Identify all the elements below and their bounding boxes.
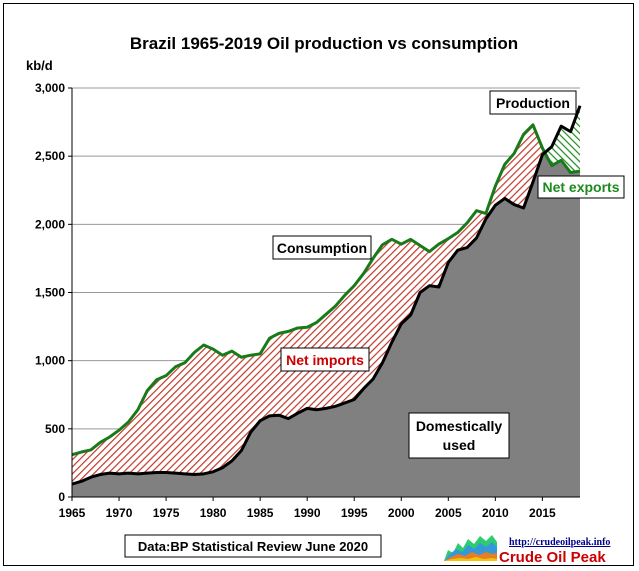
x-tick-label: 1965 bbox=[59, 506, 86, 520]
y-tick-label: 0 bbox=[58, 490, 65, 504]
crude-oil-peak-logo[interactable]: http://crudeoilpeak.info Crude Oil Peak bbox=[444, 535, 610, 566]
domestic-label-line1: Domestically bbox=[416, 418, 503, 434]
x-tick-label: 1975 bbox=[153, 506, 180, 520]
x-tick-label: 1980 bbox=[200, 506, 227, 520]
x-tick-label: 1970 bbox=[106, 506, 133, 520]
series-lines bbox=[71, 105, 582, 486]
x-tick-labels: 1965 1970 1975 1980 1985 1990 1995 2000 2005 2010… bbox=[59, 497, 556, 520]
logo-url[interactable]: http://crudeoilpeak.info bbox=[509, 537, 610, 548]
source-note-text: Data:BP Statistical Review June 2020 bbox=[138, 539, 368, 554]
net-exports-area bbox=[544, 105, 580, 173]
x-tick-label: 2000 bbox=[388, 506, 415, 520]
x-tick-label: 2005 bbox=[435, 506, 462, 520]
oil-chart: Brazil 1965-2019 Oil production vs consu… bbox=[26, 34, 625, 566]
production-label: Production bbox=[489, 90, 577, 115]
y-tick-label: 1,500 bbox=[35, 286, 65, 300]
net-exports-label: Net exports bbox=[537, 175, 625, 199]
consumption-line bbox=[71, 123, 581, 457]
plot-areas bbox=[72, 105, 580, 497]
logo-graphic-icon bbox=[444, 535, 497, 561]
y-tick-label: 500 bbox=[45, 422, 65, 436]
chart-frame: Brazil 1965-2019 Oil production vs consu… bbox=[3, 3, 634, 566]
y-tick-label: 3,000 bbox=[35, 81, 65, 95]
y-axis-unit: kb/d bbox=[26, 58, 53, 73]
x-tick-label: 1990 bbox=[294, 506, 321, 520]
logo-name: Crude Oil Peak bbox=[499, 549, 606, 566]
net-exports-label-text: Net exports bbox=[542, 179, 619, 195]
y-tick-label: 1,000 bbox=[35, 354, 65, 368]
chart-title: Brazil 1965-2019 Oil production vs consu… bbox=[130, 34, 518, 53]
domestic-label: Domestically used bbox=[408, 412, 510, 459]
y-tick-label: 2,500 bbox=[35, 149, 65, 163]
source-note: Data:BP Statistical Review June 2020 bbox=[124, 534, 382, 558]
production-line bbox=[71, 105, 582, 486]
y-tick-label: 2,000 bbox=[35, 217, 65, 231]
domestic-area bbox=[72, 152, 580, 497]
net-imports-label: Net imports bbox=[280, 347, 370, 372]
x-tick-label: 1985 bbox=[247, 506, 274, 520]
net-imports-area bbox=[72, 105, 580, 485]
domestic-label-line2: used bbox=[443, 437, 476, 453]
production-label-text: Production bbox=[496, 95, 570, 111]
x-tick-label: 2010 bbox=[482, 506, 509, 520]
y-tick-labels: 0 500 1,000 1,500 2,000 2,500 3,000 bbox=[35, 81, 72, 504]
consumption-label: Consumption bbox=[272, 235, 372, 260]
x-tick-label: 1995 bbox=[341, 506, 368, 520]
x-tick-label: 2015 bbox=[529, 506, 556, 520]
consumption-label-text: Consumption bbox=[277, 240, 367, 256]
net-imports-label-text: Net imports bbox=[286, 352, 364, 368]
